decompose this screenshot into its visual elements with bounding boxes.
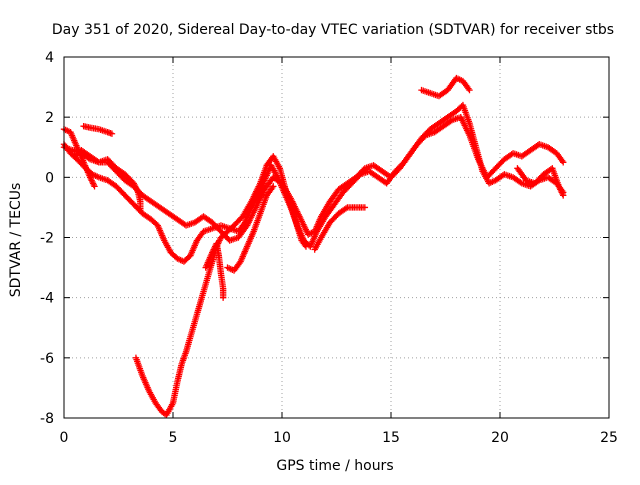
ticks: 0 5 10 15 20 25 -8 -6 -4 -2 0 2 4 xyxy=(40,50,618,446)
y-tick-label: -8 xyxy=(40,411,54,427)
data-point xyxy=(270,183,277,190)
y-tick-label: 0 xyxy=(45,170,54,186)
data-point xyxy=(560,159,567,166)
series-track-6 xyxy=(132,153,310,419)
data-point xyxy=(219,294,227,301)
series-track-8 xyxy=(224,183,277,274)
data-point xyxy=(560,192,567,199)
y-axis-label: SDTVAR / TECUs xyxy=(8,183,24,298)
series-track-9 xyxy=(311,204,369,253)
series-track-4 xyxy=(80,122,116,137)
data-point xyxy=(342,205,350,212)
series-track-2 xyxy=(60,113,567,244)
grid xyxy=(64,57,609,418)
x-tick-label: 20 xyxy=(491,430,509,446)
x-tick-label: 0 xyxy=(60,430,69,446)
data-point xyxy=(108,130,116,137)
y-tick-label: 4 xyxy=(45,50,54,66)
chart-title: Day 351 of 2020, Sidereal Day-to-day VTE… xyxy=(52,22,614,38)
series-track-5 xyxy=(71,147,144,214)
x-tick-label: 25 xyxy=(600,430,618,446)
series-track-7 xyxy=(202,240,227,301)
y-tick-label: -6 xyxy=(40,351,54,367)
series-track-10 xyxy=(418,74,473,100)
x-tick-label: 10 xyxy=(273,430,291,446)
series-track-11 xyxy=(514,165,567,199)
x-tick-label: 15 xyxy=(382,430,400,446)
data-point xyxy=(466,86,473,94)
y-tick-label: -2 xyxy=(40,231,54,247)
data-point xyxy=(361,204,369,211)
data-point xyxy=(302,243,310,250)
data-point xyxy=(137,207,144,214)
y-tick-label: 2 xyxy=(45,110,54,126)
y-tick-label: -4 xyxy=(40,291,54,307)
x-tick-label: 5 xyxy=(169,430,178,446)
x-axis-label: GPS time / hours xyxy=(276,458,393,474)
data-series xyxy=(60,74,567,419)
data-point xyxy=(91,183,98,190)
